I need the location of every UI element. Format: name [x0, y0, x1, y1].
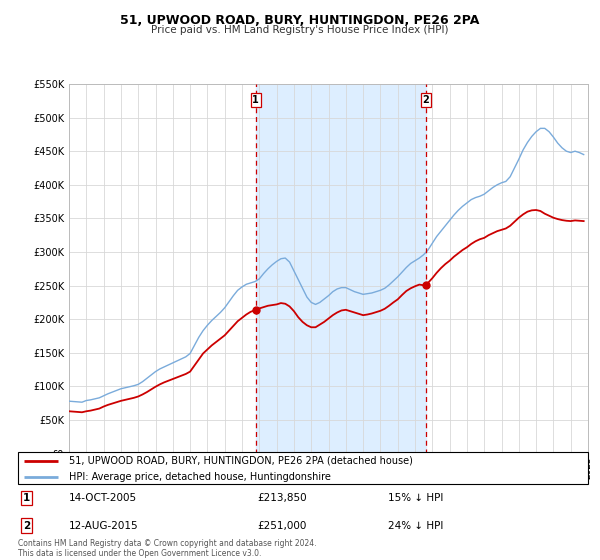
- Text: 2: 2: [23, 521, 30, 531]
- Text: £213,850: £213,850: [257, 493, 307, 503]
- Text: 14-OCT-2005: 14-OCT-2005: [70, 493, 137, 503]
- Bar: [256, 84, 426, 454]
- Text: 12-AUG-2015: 12-AUG-2015: [70, 521, 139, 531]
- Text: 24% ↓ HPI: 24% ↓ HPI: [389, 521, 444, 531]
- Text: 51, UPWOOD ROAD, BURY, HUNTINGDON, PE26 2PA (detached house): 51, UPWOOD ROAD, BURY, HUNTINGDON, PE26 …: [70, 456, 413, 466]
- Text: £251,000: £251,000: [257, 521, 307, 531]
- Text: 1: 1: [23, 493, 30, 503]
- Text: Price paid vs. HM Land Registry's House Price Index (HPI): Price paid vs. HM Land Registry's House …: [151, 25, 449, 35]
- Text: 1: 1: [252, 95, 259, 105]
- Text: 15% ↓ HPI: 15% ↓ HPI: [389, 493, 444, 503]
- Text: Contains HM Land Registry data © Crown copyright and database right 2024.
This d: Contains HM Land Registry data © Crown c…: [18, 539, 317, 558]
- Text: 51, UPWOOD ROAD, BURY, HUNTINGDON, PE26 2PA: 51, UPWOOD ROAD, BURY, HUNTINGDON, PE26 …: [121, 14, 479, 27]
- Text: 2: 2: [422, 95, 429, 105]
- Text: HPI: Average price, detached house, Huntingdonshire: HPI: Average price, detached house, Hunt…: [70, 472, 331, 482]
